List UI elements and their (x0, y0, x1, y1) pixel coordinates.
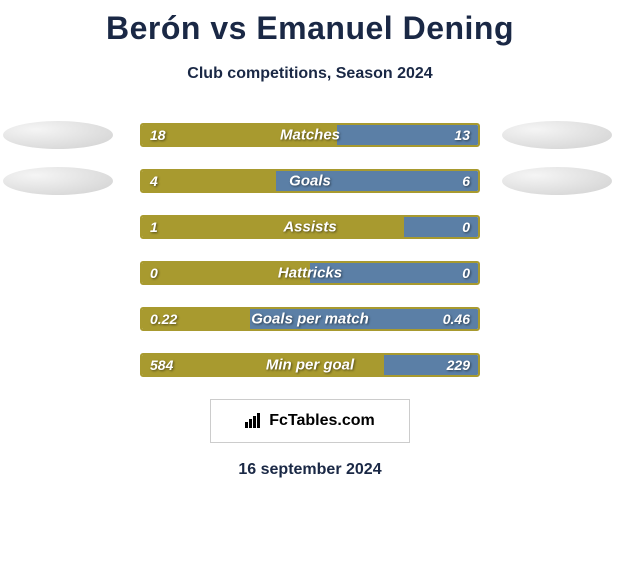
stat-row: Hattricks 0 0 (0, 261, 620, 285)
stat-label: Assists (283, 219, 336, 236)
stat-label: Goals per match (251, 311, 369, 328)
player-right-marker (502, 167, 612, 195)
brand-logo: FcTables.com (210, 399, 410, 443)
stat-value-left: 0 (150, 265, 158, 281)
stat-row: Assists 1 0 (0, 215, 620, 239)
stat-bar: Matches 18 13 (140, 123, 480, 147)
stat-row: Goals per match 0.22 0.46 (0, 307, 620, 331)
page-title: Berón vs Emanuel Dening (0, 0, 620, 47)
stat-value-right: 13 (454, 127, 470, 143)
bar-left-fill (142, 217, 404, 237)
stat-value-left: 18 (150, 127, 166, 143)
footer-date: 16 september 2024 (0, 461, 620, 479)
stat-label: Min per goal (266, 357, 354, 374)
stat-value-right: 0 (462, 265, 470, 281)
stat-value-left: 1 (150, 219, 158, 235)
stat-bar: Goals per match 0.22 0.46 (140, 307, 480, 331)
brand-text: FcTables.com (269, 412, 375, 430)
stat-value-right: 229 (447, 357, 470, 373)
stat-bar: Hattricks 0 0 (140, 261, 480, 285)
player-right-marker (502, 121, 612, 149)
stat-label: Hattricks (278, 265, 342, 282)
chart-icon (245, 412, 263, 431)
bar-left-fill (142, 171, 276, 191)
comparison-chart: Matches 18 13 Goals 4 6 Assists 1 0 Hattricks 0 0 Go… (0, 123, 620, 377)
stat-value-right: 6 (462, 173, 470, 189)
stat-value-left: 584 (150, 357, 173, 373)
stat-bar: Min per goal 584 229 (140, 353, 480, 377)
stat-row: Min per goal 584 229 (0, 353, 620, 377)
stat-row: Matches 18 13 (0, 123, 620, 147)
stat-value-right: 0.46 (443, 311, 470, 327)
stat-value-left: 4 (150, 173, 158, 189)
stat-row: Goals 4 6 (0, 169, 620, 193)
stat-bar: Goals 4 6 (140, 169, 480, 193)
player-left-marker (3, 121, 113, 149)
stat-value-left: 0.22 (150, 311, 177, 327)
subtitle: Club competitions, Season 2024 (0, 65, 620, 83)
player-left-marker (3, 167, 113, 195)
stat-value-right: 0 (462, 219, 470, 235)
stat-label: Matches (280, 127, 340, 144)
stat-bar: Assists 1 0 (140, 215, 480, 239)
stat-label: Goals (289, 173, 331, 190)
